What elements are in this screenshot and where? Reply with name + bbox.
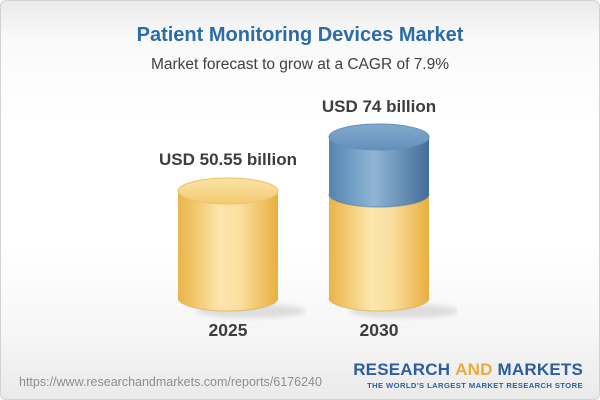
cylinder-2030 [328, 123, 457, 318]
x-axis-label-2025: 2025 [208, 320, 248, 340]
cylinder-2030-segment-rim [328, 193, 430, 208]
cylinder-2025 [177, 177, 306, 318]
page-subtitle: Market forecast to grow at a CAGR of 7.9… [150, 56, 450, 73]
x-axis-label-2030: 2030 [359, 320, 399, 340]
report-url: https://www.researchandmarkets.com/repor… [19, 375, 322, 389]
page-title: Patient Monitoring Devices Market [136, 24, 464, 46]
brand-logo: RESEARCH AND MARKETS THE WORLD'S LARGEST… [353, 361, 583, 391]
cylinder-2030-bottom-rim [328, 297, 430, 312]
cylinder-2030-growth-segment [329, 137, 429, 207]
brand-logo-wordmark: RESEARCH AND MARKETS [353, 361, 583, 379]
bar-value-label-2030: USD 74 billion [321, 97, 437, 116]
logo-word-markets: MARKETS [497, 360, 583, 379]
logo-word-research: RESEARCH [353, 360, 451, 379]
logo-word-and: AND [455, 360, 493, 379]
cylinder-2030-base-segment [329, 194, 429, 311]
cylinder-2025-top [177, 177, 279, 205]
cylinder-2025-body [178, 191, 278, 311]
bar-value-label-2025: USD 50.55 billion [159, 150, 297, 169]
cylinder-2030-top [328, 123, 430, 151]
cylinder-2025-bottom-rim [177, 297, 279, 312]
logo-tagline: THE WORLD'S LARGEST MARKET RESEARCH STOR… [367, 381, 583, 390]
